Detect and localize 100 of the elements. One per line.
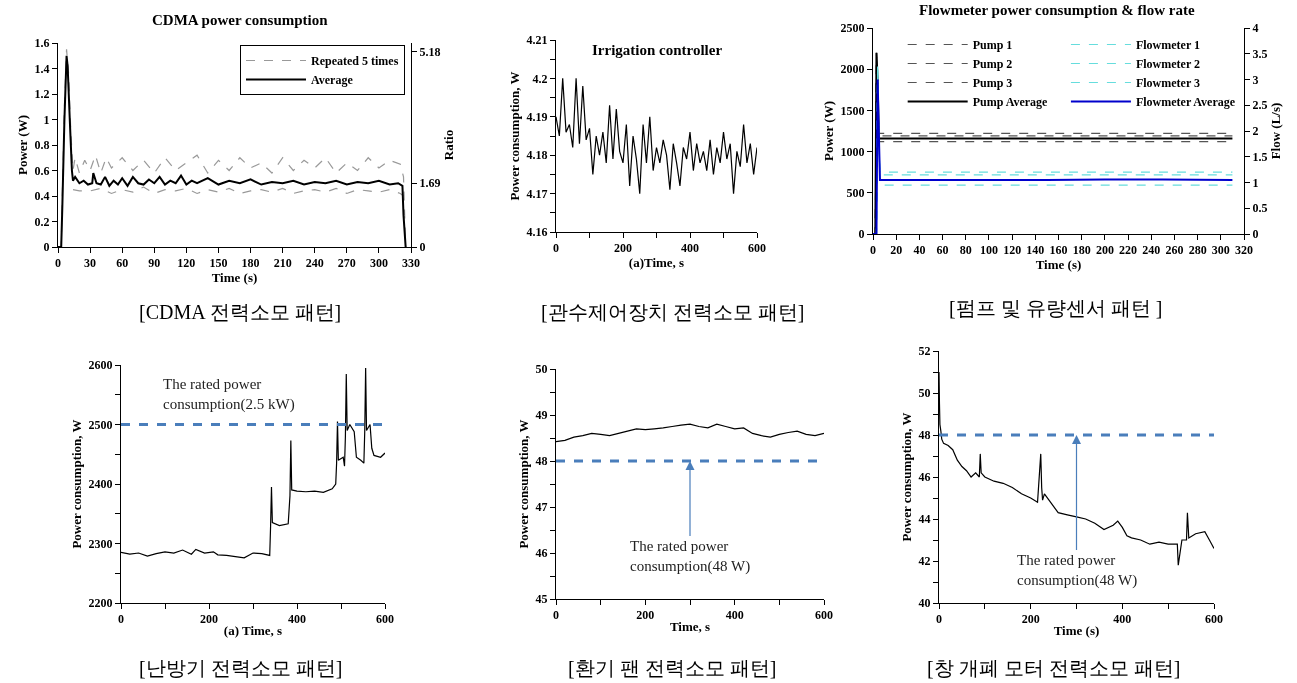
x-tick-label: 0 [553, 608, 559, 623]
legend-label: Flowmeter 3 [1135, 76, 1201, 91]
x-axis-title: (a) Time, s [223, 623, 283, 638]
y-tick-label: 4.2 [532, 71, 548, 86]
y-tick-label: 0.4 [34, 189, 50, 204]
x-axis-title: Time (s) [1053, 623, 1100, 638]
y2-axis-title: Flow (L/s) [1268, 102, 1283, 160]
y-tick-label: 1500 [840, 103, 865, 118]
y-tick-label: 2200 [88, 596, 113, 611]
y2-tick-label: 3 [1252, 72, 1259, 87]
x-tick-label: 240 [1142, 243, 1161, 258]
chart-title: CDMA power consumption [152, 12, 329, 28]
x-tick-label: 200 [614, 241, 632, 256]
y2-tick-label: 4 [1252, 21, 1259, 36]
y-axis-title: Power (W) [14, 114, 30, 176]
y-tick-label: 49 [535, 408, 548, 423]
y-tick-label: 40 [918, 596, 931, 611]
annotation: The rated power consumption(48 W) [1017, 552, 1138, 589]
text: [CDMA 전력소모 패턴] [139, 301, 342, 323]
x-tick-label: 200 [636, 608, 655, 623]
y-tick-label: 45 [535, 592, 548, 607]
y-tick-label: 4.16 [526, 225, 548, 240]
y-tick-label: 1.2 [34, 87, 50, 102]
x-tick-label: 0 [553, 241, 559, 256]
y-tick-label: 47 [535, 500, 548, 515]
x-tick-label: 260 [1165, 243, 1184, 258]
y-tick-label: 2400 [88, 477, 113, 492]
x-tick-label: 200 [200, 612, 218, 627]
y-tick-label: 44 [918, 512, 931, 527]
y2-tick-label: 1.69 [419, 176, 441, 191]
y-tick-label: 4.17 [526, 186, 548, 201]
legend-label: Flowmeter Average [1135, 95, 1236, 110]
y2-tick-label: 2.5 [1252, 98, 1268, 113]
legend-label: Pump 3 [972, 76, 1013, 91]
x-tick-label: 600 [376, 612, 394, 627]
y-tick-label: 46 [918, 470, 931, 485]
x-tick-label: 90 [148, 256, 161, 271]
legend-label: Pump Average [972, 95, 1049, 110]
x-tick-label: 60 [116, 256, 129, 271]
chart-title: Irrigation controller [592, 42, 723, 58]
y2-tick-label: 1.5 [1252, 149, 1268, 164]
y-tick-label: 0 [858, 227, 865, 242]
x-tick-label: 400 [725, 608, 744, 623]
x-tick-label: 600 [815, 608, 833, 623]
y-tick-label: 50 [535, 362, 548, 377]
text: [관수제어장치 전력소모 패턴] [541, 301, 805, 323]
y-tick-label: 52 [918, 344, 931, 359]
x-tick-label: 200 [1021, 612, 1040, 627]
y-tick-label: 1 [43, 112, 50, 127]
y-tick-label: 0.2 [34, 214, 50, 229]
x-tick-label: 200 [1095, 243, 1114, 258]
x-tick-label: 20 [890, 243, 903, 258]
x-tick-label: 30 [84, 256, 97, 271]
text: [환기 팬 전력소모 패턴] [568, 657, 777, 679]
y-tick-label: 48 [535, 454, 548, 469]
y-tick-label: 2500 [840, 21, 865, 36]
x-tick-label: 0 [118, 612, 124, 627]
y-axis-title: Power consumption, W [515, 419, 531, 549]
y-tick-label: 1.4 [34, 61, 50, 76]
legend-label: Repeated 5 times [311, 54, 399, 69]
x-tick-label: 300 [1211, 243, 1230, 258]
y-tick-label: 2300 [88, 536, 113, 551]
legend-label: Pump 2 [972, 57, 1013, 72]
x-tick-label: 330 [402, 256, 420, 271]
x-axis-title: Time, s [669, 619, 711, 634]
y-tick-label: 500 [846, 186, 865, 200]
y-axis-title: Power consumption, W [68, 419, 84, 549]
x-tick-label: 0 [870, 243, 876, 258]
x-tick-label: 180 [241, 256, 260, 271]
x-tick-label: 180 [1072, 243, 1091, 258]
y-axis-title: Power consumption, W [898, 412, 914, 542]
x-tick-label: 600 [1205, 612, 1223, 627]
chart-title: Flowmeter power consumption & flow rate [919, 2, 1195, 18]
y2-tick-label: 2 [1252, 124, 1259, 139]
x-tick-label: 140 [1026, 243, 1045, 258]
y-tick-label: 0.8 [34, 138, 50, 153]
y2-tick-label: 1 [1252, 175, 1259, 190]
x-tick-label: 120 [177, 256, 196, 271]
y-axis-title: Power (W) [820, 100, 836, 162]
y-tick-label: 4.21 [526, 33, 548, 48]
x-tick-label: 0 [55, 256, 61, 271]
y-tick-label: 50 [918, 386, 931, 401]
x-tick-label: 210 [273, 256, 292, 271]
x-tick-label: 400 [1113, 612, 1132, 627]
x-tick-label: 150 [209, 256, 228, 271]
text: [창 개폐 모터 전력소모 패턴] [927, 657, 1181, 679]
y2-axis-title: Ratio [441, 129, 456, 161]
y-tick-label: 46 [535, 546, 548, 561]
y-tick-label: 4.19 [526, 110, 548, 124]
x-tick-label: 120 [1003, 243, 1022, 258]
x-tick-label: 60 [936, 243, 949, 258]
x-axis-title: Time (s) [211, 270, 258, 286]
y-tick-label: 2600 [88, 358, 113, 373]
y-tick-label: 42 [918, 554, 931, 569]
x-tick-label: 0 [936, 612, 942, 627]
y-tick-label: 4.18 [526, 148, 548, 163]
y-tick-label: 2000 [840, 62, 865, 77]
y2-tick-label: 3.5 [1252, 46, 1268, 61]
annotation: The rated power consumption(48 W) [630, 538, 751, 575]
legend-label: Flowmeter 1 [1135, 38, 1201, 53]
